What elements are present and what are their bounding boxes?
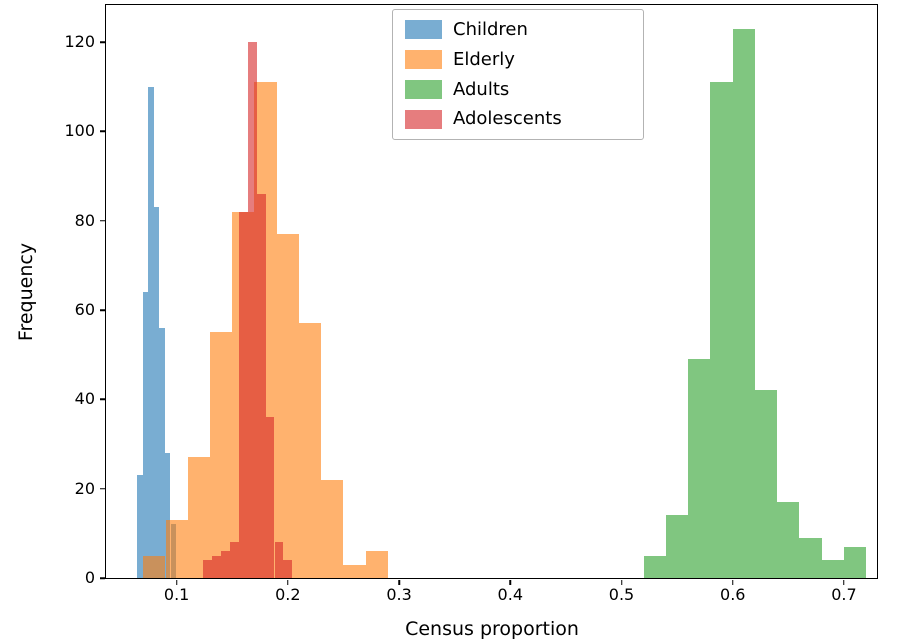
hist-bar-children bbox=[153, 207, 160, 578]
y-axis-label: Frequency bbox=[15, 242, 37, 342]
hist-bar-elderly bbox=[209, 332, 233, 578]
y-tick-label: 100 bbox=[64, 121, 95, 141]
legend-label: Adults bbox=[453, 78, 510, 100]
legend-label: Children bbox=[453, 19, 528, 40]
x-tick-label: 0.1 bbox=[163, 585, 190, 604]
hist-bar-children bbox=[148, 86, 154, 578]
hist-bar-adolescents bbox=[230, 542, 239, 578]
hist-bar-adults bbox=[666, 515, 689, 578]
x-tick bbox=[398, 579, 400, 585]
hist-bar-adults bbox=[643, 555, 666, 578]
y-tick-label: 80 bbox=[74, 210, 95, 230]
hist-bar-adults bbox=[732, 28, 755, 578]
legend-swatch-elderly bbox=[405, 50, 442, 70]
legend-label: Adolescents bbox=[453, 108, 562, 130]
hist-bar-adults bbox=[799, 537, 822, 578]
y-tick-label: 120 bbox=[64, 32, 95, 52]
x-tick-label: 0.2 bbox=[275, 585, 301, 604]
hist-bar-adolescents bbox=[238, 211, 248, 578]
legend-entry-adults: Adults bbox=[405, 78, 631, 100]
y-tick-label: 60 bbox=[74, 300, 95, 320]
x-tick bbox=[287, 579, 289, 585]
y-tick bbox=[99, 41, 105, 43]
y-tick bbox=[99, 309, 105, 311]
legend-swatch-adolescents bbox=[405, 109, 442, 129]
x-tick bbox=[509, 579, 512, 585]
y-tick bbox=[99, 398, 105, 401]
hist-bar-elderly bbox=[276, 234, 299, 578]
hist-bar-adolescents bbox=[256, 193, 266, 578]
hist-bar-elderly bbox=[187, 457, 210, 578]
hist-bar-adolescents bbox=[221, 551, 230, 578]
y-tick bbox=[99, 130, 105, 133]
hist-bar-adults bbox=[754, 390, 778, 578]
y-tick bbox=[99, 487, 105, 490]
legend: Children Elderly Adults Adolescents bbox=[392, 9, 644, 141]
y-tick-label: 0 bbox=[84, 568, 95, 587]
legend-swatch-children bbox=[405, 20, 442, 40]
x-tick bbox=[620, 579, 623, 585]
legend-entry-children: Children bbox=[405, 20, 631, 40]
hist-bar-adults bbox=[821, 560, 844, 578]
hist-bar-adolescents bbox=[274, 542, 284, 578]
hist-bar-adolescents bbox=[265, 417, 275, 578]
x-tick-label: 0.6 bbox=[720, 585, 746, 604]
hist-bar-elderly bbox=[321, 479, 344, 578]
hist-bar-adolescents bbox=[203, 560, 213, 578]
hist-bar-adults bbox=[710, 82, 733, 578]
hist-bar-elderly bbox=[298, 323, 322, 578]
hist-bar-adolescents bbox=[212, 555, 222, 578]
x-tick bbox=[843, 579, 845, 585]
hist-bar-children bbox=[164, 452, 171, 578]
x-tick bbox=[175, 579, 178, 585]
legend-entry-elderly: Elderly bbox=[405, 48, 631, 70]
y-tick bbox=[99, 577, 105, 579]
x-tick-label: 0.7 bbox=[831, 585, 857, 604]
x-tick-label: 0.4 bbox=[497, 585, 524, 604]
hist-bar-elderly bbox=[143, 555, 166, 578]
hist-bar-children bbox=[142, 292, 149, 578]
x-tick-label: 0.3 bbox=[386, 585, 412, 604]
hist-bar-children bbox=[159, 327, 165, 578]
legend-swatch-adults bbox=[405, 79, 442, 99]
legend-label: Elderly bbox=[453, 48, 515, 70]
x-axis-label: Census proportion bbox=[405, 618, 579, 639]
y-tick-label: 40 bbox=[74, 389, 95, 409]
legend-entry-adolescents: Adolescents bbox=[405, 109, 631, 129]
y-tick bbox=[99, 219, 105, 222]
y-tick-label: 20 bbox=[74, 478, 95, 498]
hist-bar-elderly bbox=[343, 564, 366, 578]
hist-bar-adults bbox=[777, 502, 800, 578]
hist-bar-children bbox=[137, 475, 143, 578]
hist-bar-adults bbox=[843, 546, 867, 578]
hist-bar-adolescents bbox=[247, 42, 257, 578]
hist-bar-adults bbox=[688, 359, 711, 578]
x-tick bbox=[731, 579, 734, 585]
hist-bar-adolescents bbox=[283, 560, 293, 578]
hist-bar-elderly bbox=[365, 551, 388, 578]
x-tick-label: 0.5 bbox=[608, 585, 635, 604]
hist-bar-elderly bbox=[165, 519, 188, 578]
